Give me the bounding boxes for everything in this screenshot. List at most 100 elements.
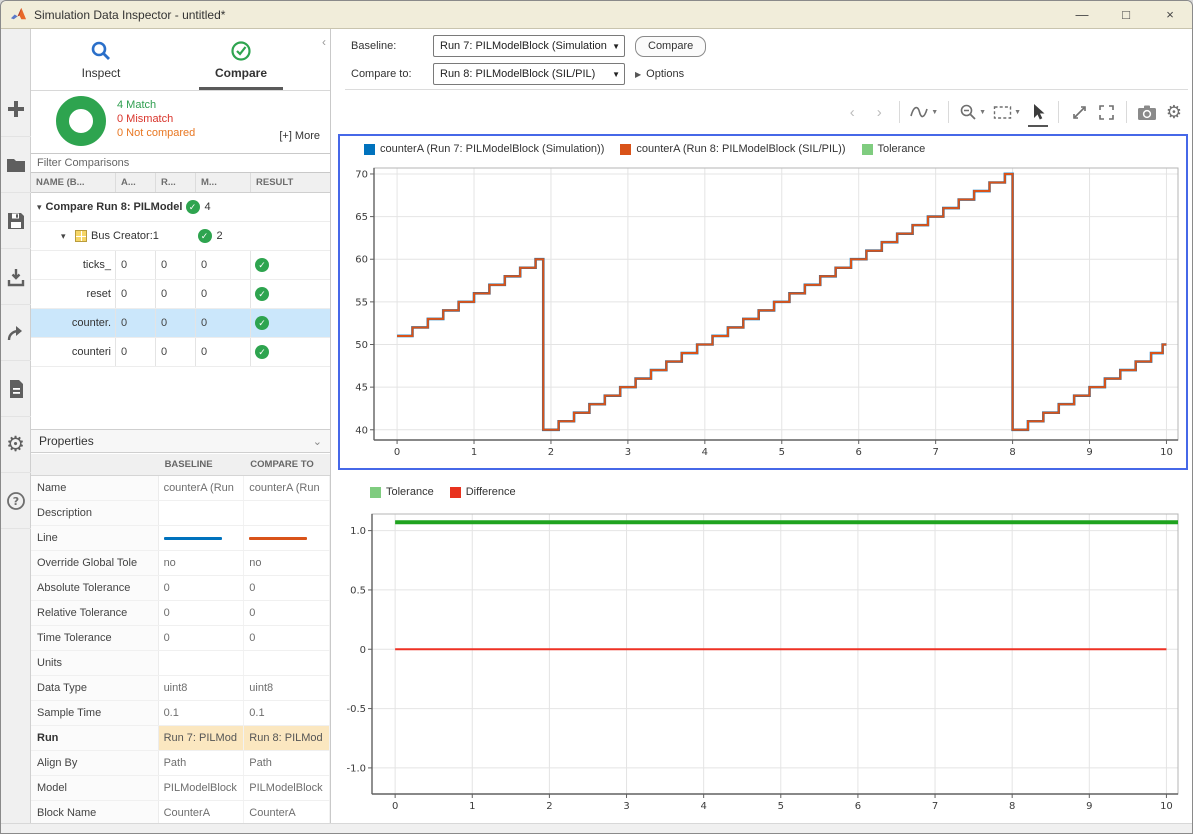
- property-value-baseline[interactable]: CounterA: [159, 801, 245, 825]
- previous-view-icon[interactable]: ‹: [842, 99, 862, 125]
- property-value-baseline[interactable]: no: [159, 551, 245, 575]
- property-label: Align By: [31, 751, 159, 775]
- legend-item: Tolerance: [862, 143, 926, 155]
- property-value-compare[interactable]: 0: [244, 626, 330, 650]
- property-value-baseline[interactable]: Run 7: PILMod: [159, 726, 245, 750]
- property-value-compare[interactable]: counterA (Run: [244, 476, 330, 500]
- fit-to-view-icon[interactable]: [1069, 99, 1089, 125]
- properties-header[interactable]: Properties ⌄: [31, 429, 330, 453]
- property-value-baseline[interactable]: counterA (Run: [159, 476, 245, 500]
- filter-comparisons-input[interactable]: Filter Comparisons: [31, 153, 330, 173]
- property-value-baseline[interactable]: uint8: [159, 676, 245, 700]
- options-toggle[interactable]: ▶ Options: [635, 68, 684, 80]
- property-value-compare[interactable]: [244, 526, 330, 550]
- property-value-baseline[interactable]: PILModelBlock: [159, 776, 245, 800]
- add-icon[interactable]: [1, 81, 31, 137]
- zoom-out-icon[interactable]: ▼: [959, 99, 986, 125]
- property-value-baseline[interactable]: 0: [159, 626, 245, 650]
- zoom-region-icon[interactable]: ▼: [993, 99, 1021, 125]
- property-value-compare[interactable]: 0: [244, 576, 330, 600]
- svg-text:0: 0: [360, 645, 366, 656]
- property-value-compare[interactable]: no: [244, 551, 330, 575]
- help-icon[interactable]: ?: [1, 473, 31, 529]
- property-value-baseline[interactable]: [159, 526, 245, 550]
- property-value-baseline[interactable]: Path: [159, 751, 245, 775]
- difference-chart[interactable]: ToleranceDifference 012345678910-1.0-0.5…: [338, 478, 1188, 826]
- property-label: Model: [31, 776, 159, 800]
- svg-text:-0.5: -0.5: [346, 704, 366, 715]
- chart-toolbar: ‹ › ▼ ▼ ▼: [842, 95, 1184, 129]
- property-value-baseline[interactable]: [159, 651, 245, 675]
- collapse-panel-icon[interactable]: ‹: [322, 35, 326, 49]
- column-header-abs: A...: [116, 173, 156, 192]
- pointer-icon[interactable]: [1028, 99, 1048, 125]
- comparison-row[interactable]: counteri000✓: [31, 338, 330, 367]
- mismatch-count: 0 Mismatch: [117, 112, 195, 126]
- maximize-button[interactable]: □: [1104, 1, 1148, 28]
- svg-text:5: 5: [779, 447, 785, 458]
- comparison-row[interactable]: ▾Bus Creator:1✓2: [31, 222, 330, 251]
- match-check-icon: ✓: [186, 200, 200, 214]
- comparison-row[interactable]: ticks_000✓: [31, 251, 330, 280]
- comparison-row[interactable]: counter.000✓: [31, 309, 330, 338]
- property-value-compare[interactable]: Path: [244, 751, 330, 775]
- tab-inspect[interactable]: Inspect: [31, 29, 171, 90]
- comparison-row[interactable]: reset000✓: [31, 280, 330, 309]
- match-count: 4 Match: [117, 98, 195, 112]
- preferences-gear-icon[interactable]: ⚙: [1, 417, 31, 473]
- property-value-compare[interactable]: CounterA: [244, 801, 330, 825]
- baseline-dropdown[interactable]: Run 7: PILModelBlock (Simulation ▼: [433, 35, 625, 57]
- signal-options-icon[interactable]: ▼: [910, 99, 938, 125]
- legend-label: Difference: [466, 486, 516, 498]
- difference-chart-legend: ToleranceDifference: [338, 478, 1188, 506]
- compare-to-label: Compare to:: [351, 68, 423, 80]
- expander-icon[interactable]: ▾: [61, 231, 71, 242]
- svg-text:7: 7: [932, 801, 938, 812]
- chevron-down-icon[interactable]: ⌄: [313, 435, 322, 448]
- property-label: Data Type: [31, 676, 159, 700]
- property-value-compare[interactable]: 0: [244, 601, 330, 625]
- import-icon[interactable]: [1, 249, 31, 305]
- legend-item: counterA (Run 7: PILModelBlock (Simulati…: [364, 143, 604, 155]
- minimize-button[interactable]: —: [1060, 1, 1104, 28]
- property-value-compare[interactable]: Run 8: PILMod: [244, 726, 330, 750]
- comparison-row[interactable]: ▾Compare Run 8: PILModelBlock✓4: [31, 193, 330, 222]
- close-button[interactable]: ×: [1148, 1, 1192, 28]
- property-value-baseline[interactable]: 0: [159, 601, 245, 625]
- save-icon[interactable]: [1, 193, 31, 249]
- chevron-down-icon: ▼: [612, 70, 620, 79]
- create-report-icon[interactable]: [1, 361, 31, 417]
- property-label: Run: [31, 726, 159, 750]
- match-check-icon: ✓: [198, 229, 212, 243]
- svg-text:45: 45: [355, 383, 368, 394]
- property-value-compare[interactable]: [244, 651, 330, 675]
- property-value-baseline[interactable]: 0: [159, 576, 245, 600]
- comparison-chart[interactable]: counterA (Run 7: PILModelBlock (Simulati…: [338, 134, 1188, 470]
- legend-swatch-icon: [450, 487, 461, 498]
- property-row: Units: [31, 651, 330, 676]
- expander-icon[interactable]: ▾: [37, 202, 42, 213]
- property-value-compare[interactable]: [244, 501, 330, 525]
- difference-chart-plot[interactable]: 012345678910-1.0-0.500.51.0: [338, 506, 1186, 824]
- chevron-down-icon: ▼: [612, 42, 620, 51]
- snapshot-camera-icon[interactable]: [1137, 99, 1157, 125]
- property-value-compare[interactable]: 0.1: [244, 701, 330, 725]
- settings-gear-icon[interactable]: ⚙: [1164, 99, 1184, 125]
- compare-button[interactable]: Compare: [635, 36, 706, 57]
- property-row: RunRun 7: PILModRun 8: PILMod: [31, 726, 330, 751]
- next-view-icon[interactable]: ›: [869, 99, 889, 125]
- property-value-baseline[interactable]: [159, 501, 245, 525]
- open-folder-icon[interactable]: [1, 137, 31, 193]
- more-link[interactable]: [+] More: [279, 130, 320, 142]
- properties-table-header: BASELINE COMPARE TO: [31, 454, 330, 476]
- fullscreen-icon[interactable]: [1096, 99, 1116, 125]
- property-value-compare[interactable]: uint8: [244, 676, 330, 700]
- tab-compare[interactable]: Compare: [171, 29, 311, 90]
- comparison-chart-plot[interactable]: 01234567891040455055606570: [340, 162, 1186, 466]
- property-value-compare[interactable]: PILModelBlock: [244, 776, 330, 800]
- export-icon[interactable]: [1, 305, 31, 361]
- tab-inspect-label: Inspect: [82, 66, 121, 80]
- not-compared-count: 0 Not compared: [117, 126, 195, 140]
- property-value-baseline[interactable]: 0.1: [159, 701, 245, 725]
- compare-to-dropdown[interactable]: Run 8: PILModelBlock (SIL/PIL) ▼: [433, 63, 625, 85]
